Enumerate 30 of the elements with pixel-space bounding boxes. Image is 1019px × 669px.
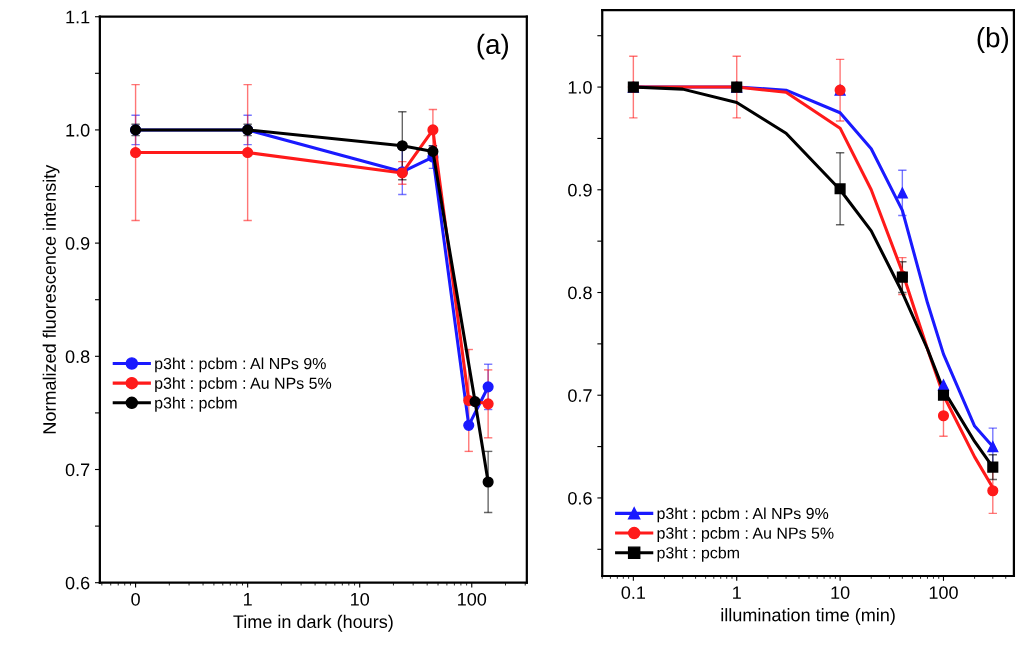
x-axis-title: illumination time (min) <box>721 608 895 625</box>
y-tick-label: 1.0 <box>568 81 592 94</box>
x-axis-title: Time in dark (hours) <box>233 614 393 632</box>
x-tick-label: 1 <box>733 586 741 599</box>
y-axis-title: Normalized fluorescence intensity <box>42 164 60 434</box>
y-tick-label: 0.7 <box>568 389 592 402</box>
y-tick-label: 0.6 <box>65 576 90 590</box>
annotation: (a) <box>477 33 509 60</box>
y-tick-label: 0.9 <box>65 237 90 250</box>
y-tick-label: 0.9 <box>568 183 592 197</box>
y-tick-label: 0.8 <box>568 286 592 300</box>
legend-label: p3ht : pcbm : Al NPs 9% <box>155 357 326 373</box>
legend-label: p3ht : pcbm <box>155 396 237 412</box>
x-tick-label: 100 <box>458 592 487 606</box>
legend-label: p3ht : pcbm : Au NPs 5% <box>657 527 834 542</box>
y-tick-label: 1.0 <box>66 123 90 137</box>
x-tick-label: 0 <box>131 592 140 606</box>
legend-label: p3ht : pcbm : Al NPs 9% <box>657 507 829 523</box>
legend-label: p3ht : pcbm : Au NPs 5% <box>155 377 332 393</box>
x-tick-label: 0.1 <box>621 586 646 599</box>
y-tick-label: 0.7 <box>65 463 90 477</box>
y-tick-label: 1.1 <box>66 10 90 24</box>
x-tick-label: 1 <box>244 593 252 606</box>
y-tick-label: 0.6 <box>568 491 592 505</box>
y-tick-label: 0.8 <box>65 350 90 364</box>
x-tick-label: 100 <box>929 586 958 599</box>
x-tick-label: 10 <box>831 586 850 599</box>
x-tick-label: 10 <box>351 592 370 606</box>
legend-label: p3ht : pcbm <box>657 546 739 562</box>
annotation: (b) <box>977 27 1009 53</box>
